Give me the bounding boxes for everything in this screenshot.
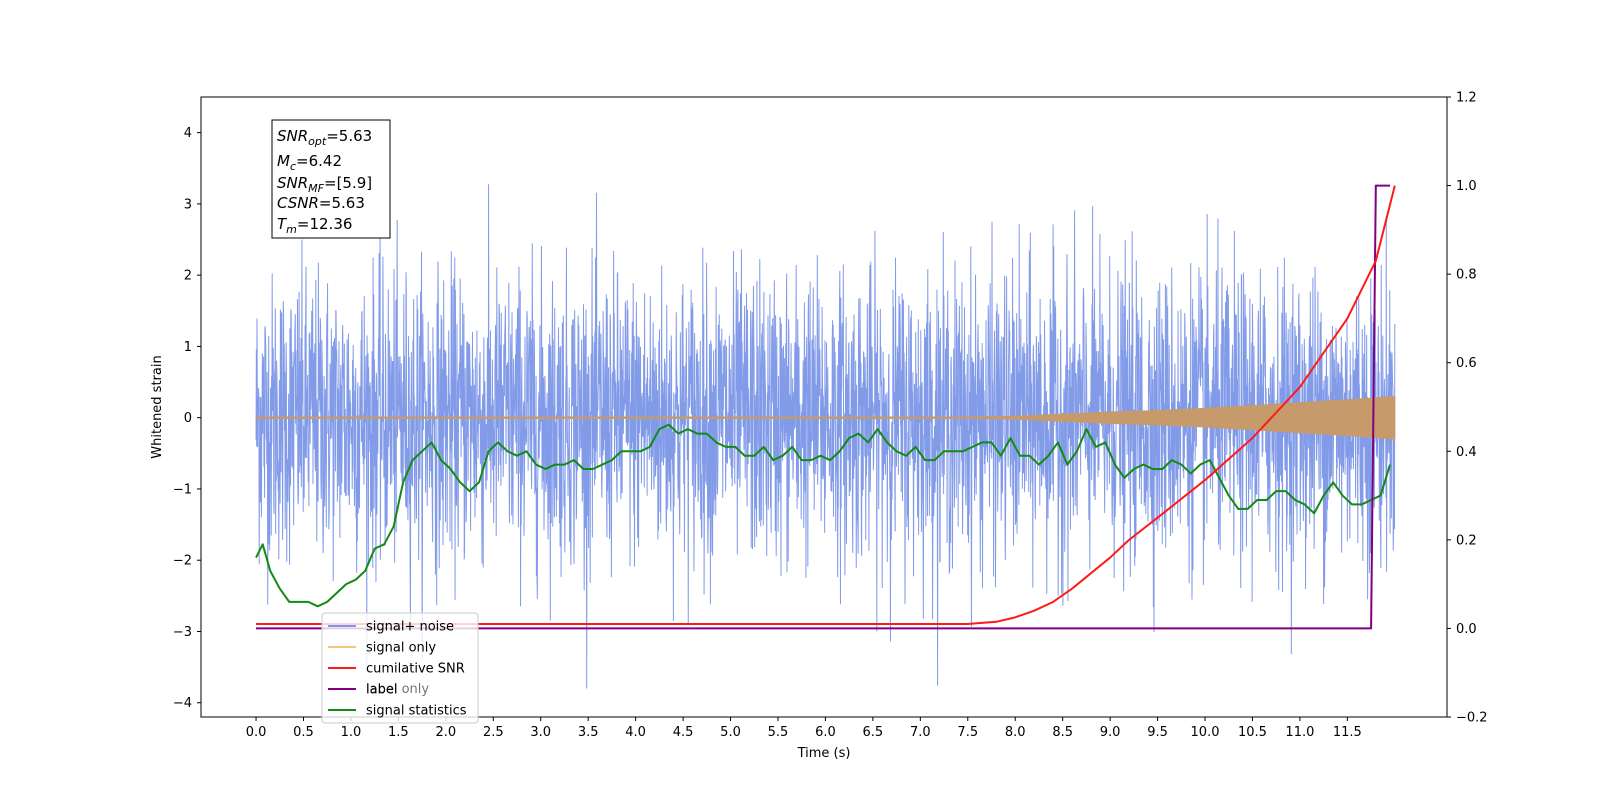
x-tick-label: 4.5 [673,725,694,740]
x-tick-label: 2.5 [483,725,504,740]
x-tick-label: 11.0 [1285,725,1314,740]
legend-entry: signal only [366,641,436,656]
series-signal-only [255,395,1396,440]
x-axis-label: Time (s) [797,746,851,761]
plot-area [255,184,1396,689]
x-tick-label: 1.0 [341,725,362,740]
y2-tick-label: 1.0 [1456,179,1477,194]
y-tick-label: 1 [184,340,192,355]
y2-tick-label: −0.2 [1456,711,1488,726]
y2-tick-label: 0.2 [1456,533,1477,548]
y-tick-label: 2 [184,269,192,284]
x-tick-label: 0.5 [293,725,314,740]
y-axis-label: Whitened strain [150,355,165,458]
series-signal-statistics [255,423,1392,608]
y-tick-label: −1 [173,482,192,497]
y2-tick-label: 0.8 [1456,268,1477,283]
legend-entry: signal+ noise [366,620,454,635]
x-tick-label: 7.5 [957,725,978,740]
annotation-line: SNRopt=5.63 [277,127,372,148]
x-tick-label: 5.0 [720,725,741,740]
axes-frame [200,96,1448,718]
y2-tick-label: 0.6 [1456,356,1477,371]
legend-entry: cumilative SNR [366,662,465,677]
x-tick-label: 7.0 [910,725,931,740]
x-tick-label: 8.0 [1005,725,1026,740]
y-tick-label: 3 [184,197,192,212]
x-tick-label: 2.0 [435,725,456,740]
annotation-line: SNRMF=[5.9] [277,174,372,195]
x-tick-label: 11.5 [1333,725,1362,740]
annotation-line: CSNR=5.63 [277,194,365,212]
x-tick-label: 10.5 [1238,725,1267,740]
x-tick-label: 9.5 [1147,725,1168,740]
legend-entry: label [366,683,397,698]
annotation-frame [271,119,391,239]
y-tick-label: −2 [173,554,192,569]
x-tick-label: 6.0 [815,725,836,740]
annotation-line: Mc=6.42 [277,152,342,173]
x-tick-label: 3.0 [530,725,551,740]
x-tick-label: 10.0 [1191,725,1220,740]
y-tick-label: 4 [184,126,192,141]
x-tick-label: 8.5 [1052,725,1073,740]
y2-tick-label: 0.4 [1456,445,1477,460]
y2-tick-label: 0.0 [1456,622,1477,637]
legend-hidden-text: label only [366,682,429,697]
x-tick-label: 6.5 [863,725,884,740]
series-cumulative-snr [256,185,1396,625]
series-label [256,184,1391,630]
legend-entry: signal statistics [366,704,467,719]
x-tick-label: 0.0 [246,725,267,740]
x-tick-label: 5.5 [768,725,789,740]
legend: label only signal+ noise signal only cumila… [321,612,479,724]
y-tick-label: 0 [184,411,192,426]
y2-tick-label: 1.2 [1456,91,1477,106]
x-tick-label: 3.5 [578,725,599,740]
x-tick-label: 9.0 [1100,725,1121,740]
y-tick-label: −4 [173,696,192,711]
x-tick-label: 4.0 [625,725,646,740]
y-tick-label: −3 [173,625,192,640]
annotation-line: Tm=12.36 [277,215,352,236]
series-signal-plus-noise [255,184,1396,689]
legend-frame [321,612,479,724]
x-tick-label: 1.5 [388,725,409,740]
axis-ticks: 0.0 0.5 1.0 1.5 2.0 2.5 3.0 3.5 4.0 4.5 5.0 5.5 6.0 6… [173,91,1488,741]
